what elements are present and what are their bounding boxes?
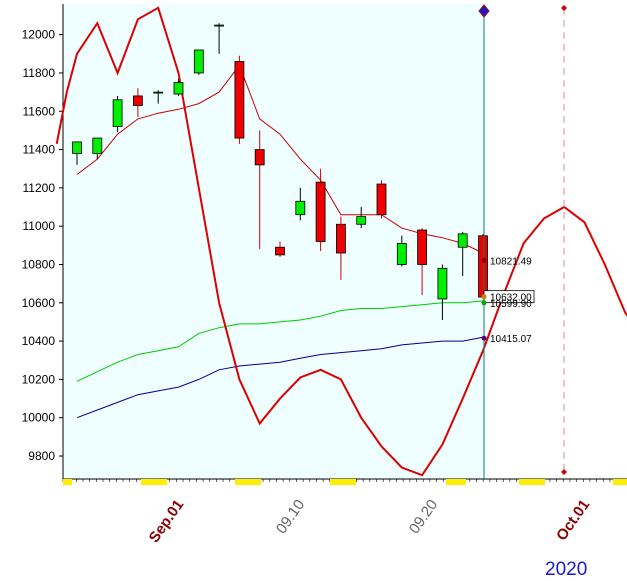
value-dot xyxy=(481,335,487,341)
y-tick-label: 10600 xyxy=(22,296,56,310)
value-label: 10632.00 xyxy=(490,293,532,304)
candle-body xyxy=(478,235,488,298)
series-line-3 xyxy=(55,6,627,477)
candle-body xyxy=(396,243,407,265)
value-label: 10599.90 xyxy=(490,299,532,310)
y-axis-ticks: 9800 10000 10200 10400 10600 10800 11000 11200 1… xyxy=(22,28,624,482)
y-tick-label: 9800 xyxy=(28,449,55,463)
x-period-marker xyxy=(519,479,545,485)
projection-marker-bottom xyxy=(561,469,567,475)
value-dot xyxy=(481,294,487,300)
candle-body xyxy=(72,141,82,154)
y-tick-label: 11200 xyxy=(23,181,56,195)
value-label: 10821.49 xyxy=(490,256,532,267)
x-tick-label: Oct.01 xyxy=(553,497,593,544)
y-tick-label: 10200 xyxy=(22,372,56,386)
y-tick-label: 10400 xyxy=(22,334,56,348)
candle-body xyxy=(315,181,326,242)
candle-body xyxy=(173,82,184,95)
indicator-lines xyxy=(55,6,627,477)
plot-area-history xyxy=(63,4,484,479)
y-tick-label: 11000 xyxy=(23,219,56,233)
candle-body xyxy=(335,223,346,254)
cursor-marker xyxy=(478,4,490,18)
y-tick-label: 11800 xyxy=(23,66,56,80)
candle-body xyxy=(356,216,367,225)
candle-body xyxy=(214,24,225,27)
y-tick-label: 12000 xyxy=(22,28,56,42)
series-line-1 xyxy=(76,300,484,382)
candle-body xyxy=(112,99,123,127)
value-dot xyxy=(481,300,487,306)
year-label: 2020 xyxy=(545,559,588,580)
x-period-marker xyxy=(235,479,261,485)
candle-body xyxy=(132,95,143,106)
x-axis-ticks: Sep.01 09.10 09.20 Oct.01 xyxy=(63,479,627,546)
series-line-0 xyxy=(76,64,484,254)
series-line-2 xyxy=(76,336,484,419)
x-tick-label: 09.10 xyxy=(273,497,308,538)
x-period-marker xyxy=(613,479,627,485)
candle-body xyxy=(275,246,285,256)
candle-body xyxy=(193,49,204,74)
candles xyxy=(72,23,488,321)
candle-body xyxy=(437,267,448,300)
candle-body xyxy=(92,137,103,154)
x-period-marker xyxy=(63,479,72,485)
y-tick-label: 11600 xyxy=(23,104,56,118)
candle-body xyxy=(254,149,265,166)
value-dot xyxy=(481,257,487,263)
candle-body xyxy=(457,233,468,248)
candle-body xyxy=(417,229,428,265)
value-label: 10415.07 xyxy=(490,334,532,345)
x-period-marker xyxy=(330,479,356,485)
x-tick-label: Sep.01 xyxy=(146,497,188,546)
candle-body xyxy=(234,61,245,139)
x-period-marker xyxy=(141,479,167,485)
candle-body xyxy=(376,183,387,216)
projection-marker-top xyxy=(561,5,567,11)
y-tick-label: 11400 xyxy=(23,143,56,157)
y-tick-label: 10800 xyxy=(22,257,56,271)
x-tick-label: 09.20 xyxy=(406,497,441,538)
candle-body xyxy=(295,200,306,216)
x-period-marker xyxy=(446,479,466,485)
cursor-layer xyxy=(478,4,567,479)
y-tick-label: 10000 xyxy=(22,411,56,425)
candle-body xyxy=(153,91,164,94)
